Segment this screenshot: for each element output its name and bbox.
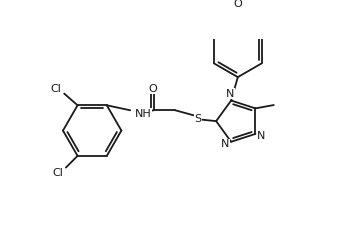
Text: Cl: Cl — [52, 168, 63, 178]
Text: N: N — [226, 89, 234, 99]
Text: O: O — [148, 84, 157, 94]
Text: S: S — [194, 114, 201, 124]
Text: N: N — [221, 139, 229, 149]
Text: N: N — [257, 131, 265, 141]
Text: Cl: Cl — [50, 84, 61, 95]
Text: NH: NH — [135, 109, 152, 119]
Text: O: O — [233, 0, 242, 9]
